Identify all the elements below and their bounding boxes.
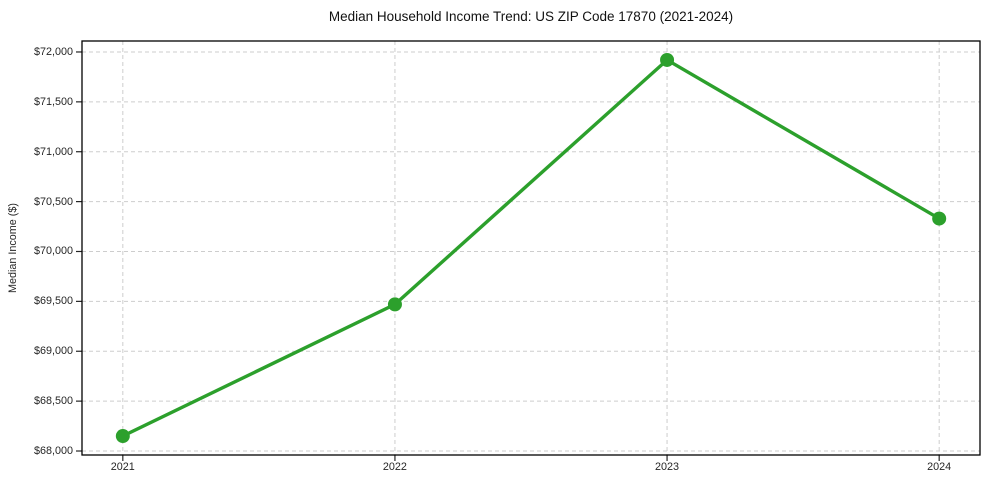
- x-tick-label: 2022: [382, 461, 407, 473]
- data-point-2023: [660, 52, 675, 67]
- data-point-2021: [115, 429, 130, 444]
- chart-title: Median Household Income Trend: US ZIP Co…: [328, 9, 734, 24]
- x-tick-label: 2023: [655, 461, 680, 473]
- y-tick-label: $69,500: [33, 295, 73, 308]
- x-tick-label: 2021: [110, 461, 135, 473]
- y-tick-label: $71,500: [33, 95, 73, 108]
- y-tick-label: $69,000: [33, 345, 73, 358]
- data-point-2024: [932, 211, 947, 226]
- y-tick-label: $72,000: [33, 45, 73, 58]
- x-tick-label: 2024: [927, 461, 952, 473]
- plot-border: [81, 40, 981, 456]
- y-tick-label: $71,000: [33, 145, 73, 158]
- y-tick-label: $70,500: [33, 195, 73, 208]
- y-tick-label: $68,500: [33, 395, 73, 408]
- income-trend-line: [121, 58, 941, 438]
- y-tick-label: $70,000: [33, 245, 73, 258]
- data-point-2022: [387, 297, 402, 312]
- y-tick-label: $68,000: [33, 445, 73, 457]
